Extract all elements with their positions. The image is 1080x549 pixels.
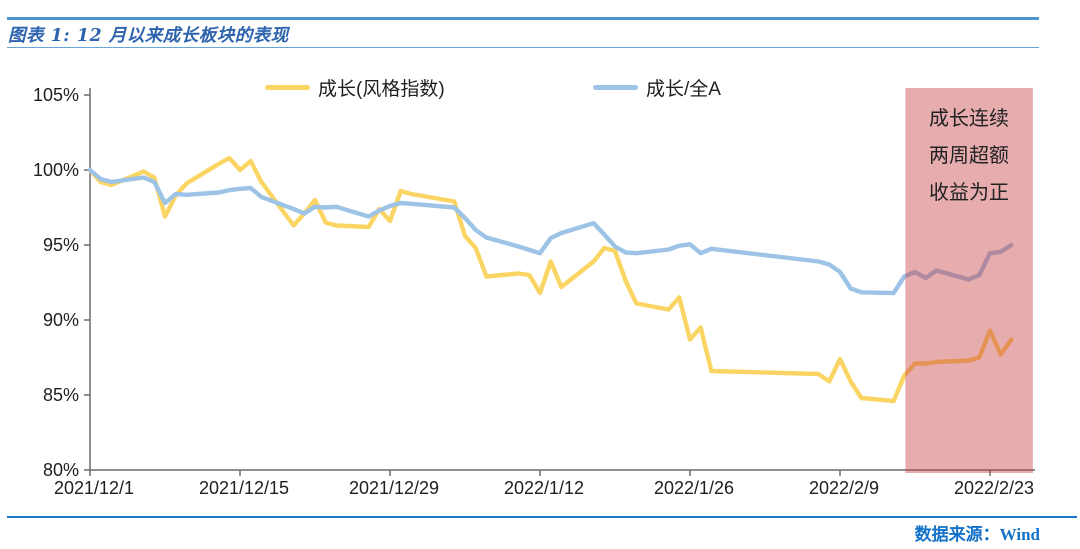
x-tick-label: 2021/12/15 [199,478,289,498]
x-tick-label: 2022/1/26 [654,478,734,498]
x-tick-label: 2022/1/12 [504,478,584,498]
highlight-region-label-line1: 成长连续 [929,108,1009,130]
top-rule [7,17,1039,20]
highlight-region-label-line2: 两周超额 [929,145,1009,167]
legend-item-growth-vs-alla: 成长/全A [593,74,721,101]
figure-title: 图表 1: 12 月以来成长板块的表现 [8,26,289,46]
x-tick-label: 2021/12/1 [54,478,134,498]
x-tick-label: 2022/2/23 [954,478,1034,498]
legend-label-growth-style-index: 成长(风格指数) [318,79,445,100]
highlight-region-label: 成长连续 两周超额 收益为正 [905,101,1033,212]
x-tick-label: 2022/2/9 [809,478,879,498]
legend-swatch-growth-style-index [265,85,310,90]
x-tick-label: 2021/12/29 [349,478,439,498]
highlight-region-label-line3: 收益为正 [929,182,1009,204]
y-tick-label: 100% [33,160,79,180]
y-tick-label: 105% [33,85,79,105]
y-tick-label: 85% [43,385,79,405]
series-line-1 [87,167,1014,296]
highlight-region [905,88,1033,473]
y-tick-label: 95% [43,235,79,255]
y-tick-label: 90% [43,310,79,330]
footer-rule [7,516,1077,519]
y-tick-label: 80% [43,460,79,480]
legend-item-growth-style-index: 成长(风格指数) [265,74,445,101]
legend-swatch-growth-vs-alla [593,85,638,90]
title-underline-rule [7,47,1039,49]
legend-label-growth-vs-alla: 成长/全A [646,79,721,100]
series-line-0 [87,155,1014,404]
data-source: 数据来源：Wind [914,525,1040,544]
